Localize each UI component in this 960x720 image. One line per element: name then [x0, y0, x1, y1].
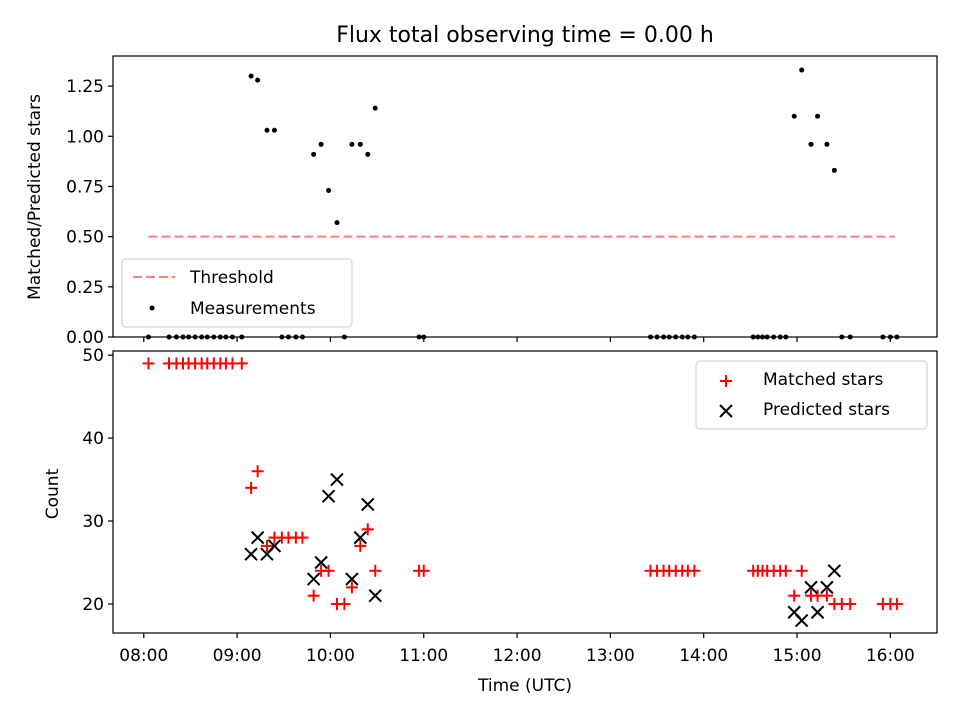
bottom-axis-ticks: 20 30 40 50 08:00 09:00 10:00 11:00 12:00 13:00 14… [82, 346, 914, 666]
matched-star-marker [251, 465, 264, 478]
bottom-legend-predicted-label: Predicted stars [763, 400, 890, 420]
predicted-star-marker [810, 605, 825, 619]
predicted-star-marker [827, 564, 842, 578]
matched-star-marker [688, 564, 701, 577]
measurement-point [824, 141, 830, 147]
x-tick-label: 09:00 [213, 646, 262, 666]
top-y-tick-label: 0.50 [66, 228, 104, 248]
matched-star-marker [354, 539, 367, 552]
predicted-star-marker [330, 472, 344, 487]
measurement-point [248, 73, 254, 79]
matched-star-marker [235, 357, 248, 370]
matched-star-marker [307, 589, 320, 602]
bottom-y-tick-label: 50 [82, 346, 104, 366]
x-tick-label: 14:00 [679, 646, 728, 666]
measurement-point [271, 127, 277, 133]
bottom-y-axis-label: Count [43, 468, 63, 519]
top-y-axis-label: Matched/Predicted stars [25, 94, 45, 300]
top-y-tick-label: 0.25 [66, 278, 104, 298]
measurement-point [264, 127, 270, 133]
top-legend-measurements-swatch [149, 305, 155, 311]
bottom-plot-area [142, 357, 903, 628]
measurement-point [326, 187, 332, 193]
top-y-tick-label: 0.75 [66, 177, 104, 197]
matched-star-marker [322, 564, 335, 577]
measurement-point [831, 167, 837, 173]
matched-star-marker [296, 531, 309, 544]
x-tick-label: 10:00 [306, 646, 355, 666]
matched-star-marker [338, 597, 351, 610]
measurement-point [318, 141, 324, 147]
bottom-y-tick-label: 40 [82, 429, 104, 449]
matched-star-marker [844, 597, 857, 610]
top-chart-title: Flux total observing time = 0.00 h [336, 23, 714, 48]
matched-star-marker [142, 357, 155, 370]
measurement-point [799, 67, 805, 73]
x-axis-label: Time (UTC) [477, 676, 572, 696]
bottom-plot-frame [112, 350, 938, 634]
x-tick-label: 08:00 [119, 646, 168, 666]
predicted-star-marker [345, 572, 359, 586]
x-tick-label: 11:00 [399, 646, 448, 666]
predicted-star-marker [361, 497, 375, 512]
measurement-point [372, 105, 378, 111]
bottom-legend-matched-swatch [720, 375, 732, 387]
predicted-star-marker [244, 547, 258, 561]
bottom-y-tick-label: 30 [82, 512, 104, 532]
matched-star-marker [820, 589, 833, 602]
top-plot-frame [112, 55, 938, 338]
top-legend-measurements-label: Measurements [190, 299, 316, 319]
bottom-legend: Matched stars Predicted stars [695, 360, 928, 430]
predicted-star-marker [250, 530, 265, 545]
predicted-star-marker [353, 530, 368, 545]
top-legend-box [121, 258, 353, 328]
predicted-star-marker [267, 539, 282, 553]
measurement-point [365, 151, 371, 157]
bottom-y-tick-label: 20 [82, 595, 104, 615]
predicted-star-marker [804, 580, 818, 595]
top-y-tick-label: 1.00 [66, 127, 104, 147]
measurement-point [815, 113, 821, 119]
predicted-star-marker [306, 572, 321, 586]
measurement-point [255, 77, 261, 83]
matched-star-marker [260, 539, 273, 552]
matched-star-marker [779, 564, 792, 577]
top-y-axis-ticks: 0.00 0.25 0.50 0.75 1.00 1.25 [66, 77, 891, 348]
matched-star-marker [345, 581, 358, 594]
measurement-point [791, 113, 797, 119]
predicted-star-marker [314, 555, 328, 570]
predicted-star-marker [368, 588, 382, 603]
bottom-legend-predicted-swatch [719, 404, 733, 418]
matched-star-marker [369, 564, 382, 577]
x-tick-label: 15:00 [773, 646, 822, 666]
matched-star-marker [245, 481, 258, 494]
bottom-legend-matched-label: Matched stars [763, 370, 883, 390]
x-tick-label: 12:00 [493, 646, 542, 666]
matched-star-marker [890, 597, 903, 610]
top-legend: Threshold Measurements [121, 258, 353, 328]
x-tick-label: 16:00 [866, 646, 915, 666]
predicted-star-marker [321, 489, 336, 503]
top-y-tick-label: 1.25 [66, 77, 104, 97]
predicted-star-marker [820, 580, 834, 595]
x-tick-label: 13:00 [586, 646, 635, 666]
matched-star-marker [795, 564, 808, 577]
top-legend-threshold-label: Threshold [189, 268, 274, 288]
measurement-point [349, 141, 355, 147]
measurement-point [808, 141, 814, 147]
matched-star-marker [788, 589, 801, 602]
bottom-legend-box [695, 360, 928, 430]
measurement-point [334, 220, 340, 226]
measurement-point [311, 151, 317, 157]
matched-star-marker [417, 564, 430, 577]
top-y-tick-label: 0.00 [66, 328, 104, 348]
matched-star-marker [361, 523, 374, 536]
measurement-point [357, 141, 363, 147]
predicted-star-marker [794, 613, 809, 628]
